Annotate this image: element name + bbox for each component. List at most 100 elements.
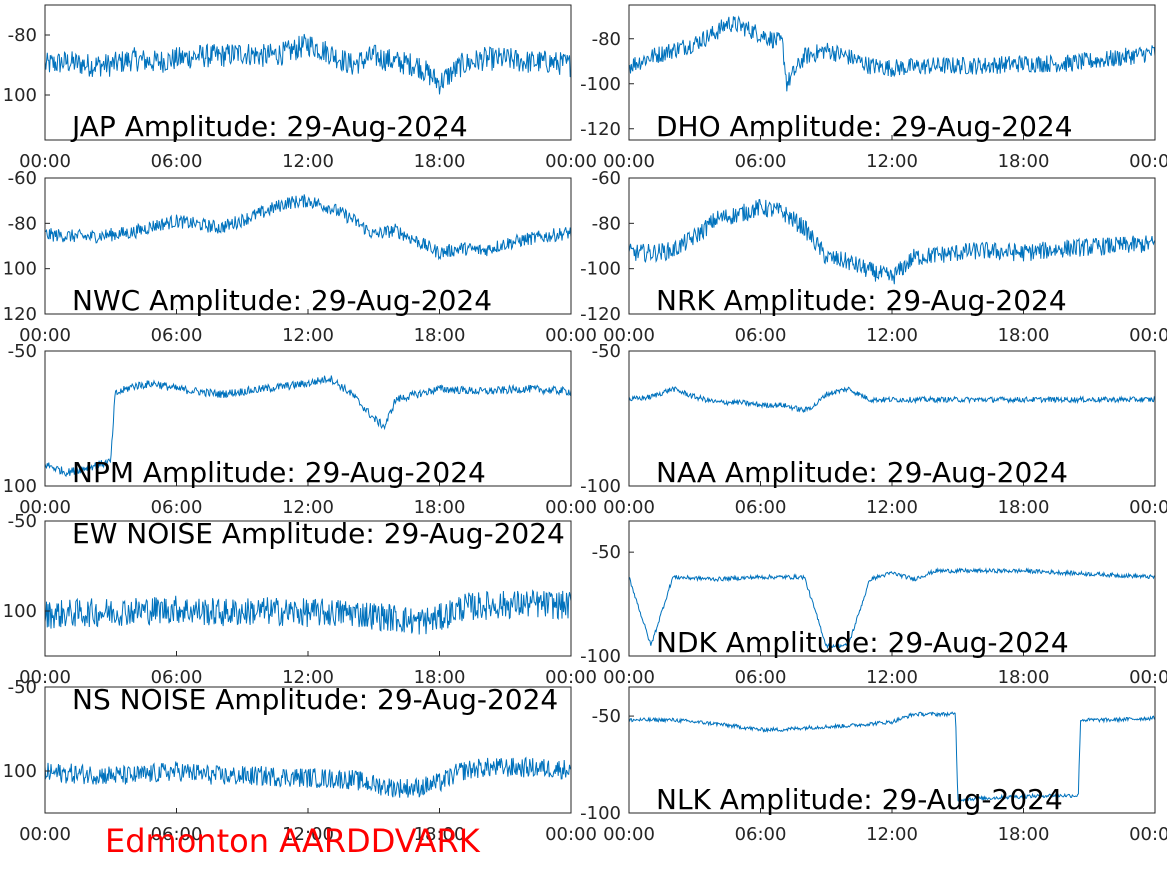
x-tick-label: 12:00 [282, 824, 334, 845]
panel-nwc-amplitude: 00:00 06:00 12:00 18:00 00:00 -60 -80 100 120 NWC… [3, 168, 597, 346]
x-tick-label: 00:00 [603, 497, 655, 518]
series-line-dho-amplitude [629, 15, 1155, 92]
y-tick-label: 100 [3, 259, 37, 280]
x-tick-label: 18:00 [998, 667, 1050, 688]
panel-dho-amplitude: 00:00 06:00 12:00 18:00 00:00 -80 -100 -120 DHO … [580, 4, 1167, 172]
x-tick-label: 00:00 [1129, 151, 1167, 172]
y-tick-label: -80 [592, 29, 621, 50]
x-tick-label: 12:00 [282, 667, 334, 688]
x-tick-label: 12:00 [866, 667, 918, 688]
x-tick-label: 00:00 [1129, 325, 1167, 346]
x-tick-label: 18:00 [414, 824, 466, 845]
x-tick-label: 00:00 [1129, 824, 1167, 845]
y-tick-label: -50 [8, 677, 37, 698]
y-tick-label: -50 [592, 542, 621, 563]
y-tick-label: 100 [3, 85, 37, 106]
y-tick-label: -100 [580, 476, 621, 497]
x-tick-label: 06:00 [151, 325, 203, 346]
series-line-npm-amplitude [45, 375, 571, 478]
x-tick-label: 00:00 [603, 151, 655, 172]
y-tick-label: 120 [3, 304, 37, 325]
y-tick-label: -50 [592, 341, 621, 362]
x-tick-label: 06:00 [735, 325, 787, 346]
x-tick-label: 00:00 [1129, 667, 1167, 688]
x-tick-label: 12:00 [282, 325, 334, 346]
series-line-nlk-amplitude [629, 711, 1155, 802]
panel-ew-noise-amplitude: 00:00 06:00 12:00 18:00 00:00 -50 100 EW NOISE … [3, 511, 597, 688]
x-tick-label: 00:00 [603, 667, 655, 688]
x-tick-label: 00:00 [19, 824, 71, 845]
x-tick-label: 18:00 [998, 151, 1050, 172]
panel-title-nlk-amplitude: NLK Amplitude: 29-Aug-2024 [656, 783, 1063, 816]
y-tick-label: -50 [8, 341, 37, 362]
x-tick-label: 18:00 [414, 497, 466, 518]
x-tick-label: 18:00 [998, 497, 1050, 518]
y-tick-label: -100 [580, 74, 621, 95]
series-line-nrk-amplitude [629, 198, 1155, 285]
panel-title-ns-noise-amplitude: NS NOISE Amplitude: 29-Aug-2024 [72, 683, 558, 716]
x-tick-label: 00:00 [545, 151, 597, 172]
x-tick-label: 12:00 [866, 325, 918, 346]
y-tick-label: -60 [8, 168, 37, 189]
x-tick-label: 00:00 [545, 325, 597, 346]
x-tick-label: 06:00 [735, 824, 787, 845]
x-tick-label: 00:00 [19, 151, 71, 172]
x-tick-label: 12:00 [282, 497, 334, 518]
x-tick-label: 06:00 [151, 497, 203, 518]
x-tick-label: 00:00 [19, 325, 71, 346]
x-tick-label: 12:00 [866, 824, 918, 845]
x-tick-label: 00:00 [19, 497, 71, 518]
x-tick-label: 18:00 [414, 151, 466, 172]
series-line-ns-noise-amplitude [45, 756, 571, 798]
y-tick-label: 100 [3, 761, 37, 782]
panels-layer: 00:00 06:00 12:00 18:00 00:00 -80 100 JAP Ampli… [3, 4, 1167, 845]
y-tick-label: 100 [3, 601, 37, 622]
y-tick-label: -50 [592, 706, 621, 727]
x-tick-label: 06:00 [151, 824, 203, 845]
y-tick-label: 100 [3, 476, 37, 497]
x-tick-label: 12:00 [282, 151, 334, 172]
y-tick-label: -120 [580, 304, 621, 325]
panel-title-nrk-amplitude: NRK Amplitude: 29-Aug-2024 [656, 284, 1067, 317]
x-tick-label: 06:00 [151, 667, 203, 688]
y-tick-label: -80 [592, 213, 621, 234]
x-tick-label: 18:00 [998, 824, 1050, 845]
y-tick-label: -100 [580, 646, 621, 667]
panel-title-npm-amplitude: NPM Amplitude: 29-Aug-2024 [72, 456, 486, 489]
panel-naa-amplitude: 00:00 06:00 12:00 18:00 00:00 -50 -100 NAA Ampl… [580, 341, 1167, 518]
x-tick-label: 06:00 [151, 151, 203, 172]
x-tick-label: 00:00 [1129, 497, 1167, 518]
y-tick-label: -120 [580, 119, 621, 140]
x-tick-label: 00:00 [19, 667, 71, 688]
y-tick-label: -100 [580, 259, 621, 280]
series-line-jap-amplitude [45, 33, 571, 95]
x-tick-label: 00:00 [545, 667, 597, 688]
panel-jap-amplitude: 00:00 06:00 12:00 18:00 00:00 -80 100 JAP Ampli… [3, 4, 597, 172]
panel-ns-noise-amplitude: 00:00 06:00 12:00 18:00 00:00 -50 100 NS NOISE … [3, 677, 597, 845]
x-tick-label: 18:00 [414, 325, 466, 346]
panel-title-nwc-amplitude: NWC Amplitude: 29-Aug-2024 [72, 284, 492, 317]
x-tick-label: 00:00 [545, 497, 597, 518]
x-tick-label: 06:00 [735, 151, 787, 172]
series-line-ndk-amplitude [629, 567, 1155, 650]
station-caption: Edmonton AARDDVARK [105, 822, 481, 860]
panel-title-naa-amplitude: NAA Amplitude: 29-Aug-2024 [656, 456, 1068, 489]
series-line-ew-noise-amplitude [45, 589, 571, 635]
y-tick-label: -80 [8, 25, 37, 46]
y-tick-label: -60 [592, 168, 621, 189]
y-tick-label: -50 [8, 511, 37, 532]
panel-nrk-amplitude: 00:00 06:00 12:00 18:00 00:00 -60 -80 -100 -120 N… [580, 168, 1167, 346]
x-tick-label: 06:00 [735, 667, 787, 688]
panel-title-jap-amplitude: JAP Amplitude: 29-Aug-2024 [70, 110, 468, 143]
panel-title-dho-amplitude: DHO Amplitude: 29-Aug-2024 [656, 110, 1073, 143]
series-line-nwc-amplitude [45, 194, 571, 261]
series-line-naa-amplitude [629, 386, 1155, 414]
x-tick-label: 06:00 [735, 497, 787, 518]
panel-title-ndk-amplitude: NDK Amplitude: 29-Aug-2024 [656, 626, 1069, 659]
x-tick-label: 12:00 [866, 497, 918, 518]
y-tick-label: -100 [580, 803, 621, 824]
panel-nlk-amplitude: 00:00 06:00 12:00 18:00 00:00 -50 -100 NLK Ampl… [580, 686, 1167, 845]
x-tick-label: 18:00 [998, 325, 1050, 346]
x-tick-label: 12:00 [866, 151, 918, 172]
panel-ndk-amplitude: 00:00 06:00 12:00 18:00 00:00 -50 -100 NDK Ampl… [580, 520, 1167, 688]
